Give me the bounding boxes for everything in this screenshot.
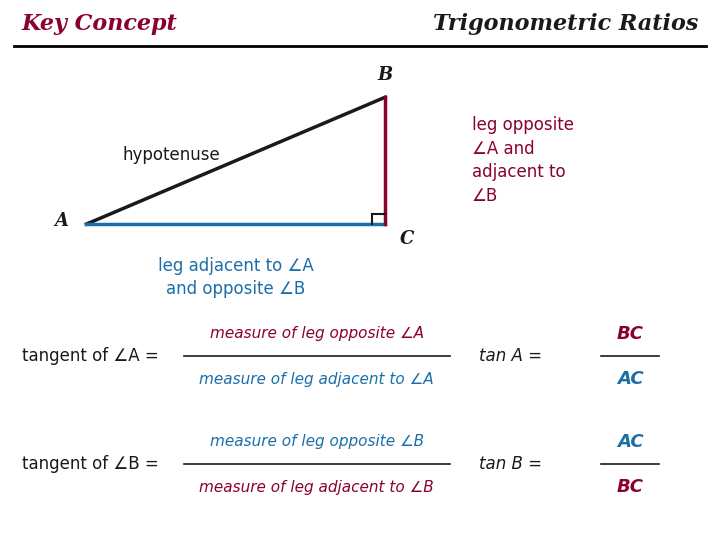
Text: measure of leg adjacent to ∠B: measure of leg adjacent to ∠B — [199, 480, 434, 495]
Text: B: B — [377, 66, 393, 84]
Text: Trigonometric Ratios: Trigonometric Ratios — [433, 14, 698, 35]
Text: A: A — [55, 212, 68, 231]
Text: tan A =: tan A = — [479, 347, 541, 366]
Text: measure of leg opposite ∠B: measure of leg opposite ∠B — [210, 434, 424, 449]
Text: AC: AC — [617, 433, 643, 451]
Text: leg adjacent to ∠A
and opposite ∠B: leg adjacent to ∠A and opposite ∠B — [158, 256, 314, 298]
Text: tangent of ∠B =: tangent of ∠B = — [22, 455, 158, 474]
Text: tangent of ∠A =: tangent of ∠A = — [22, 347, 158, 366]
Text: measure of leg adjacent to ∠A: measure of leg adjacent to ∠A — [199, 372, 434, 387]
Text: Key Concept: Key Concept — [22, 14, 177, 35]
Text: measure of leg opposite ∠A: measure of leg opposite ∠A — [210, 326, 424, 341]
Text: leg opposite
∠A and
adjacent to
∠B: leg opposite ∠A and adjacent to ∠B — [472, 116, 574, 205]
Text: hypotenuse: hypotenuse — [122, 146, 220, 164]
Text: tan B =: tan B = — [479, 455, 541, 474]
Text: AC: AC — [617, 370, 643, 388]
Text: BC: BC — [616, 325, 644, 343]
Text: BC: BC — [616, 478, 644, 496]
Text: C: C — [400, 230, 414, 247]
